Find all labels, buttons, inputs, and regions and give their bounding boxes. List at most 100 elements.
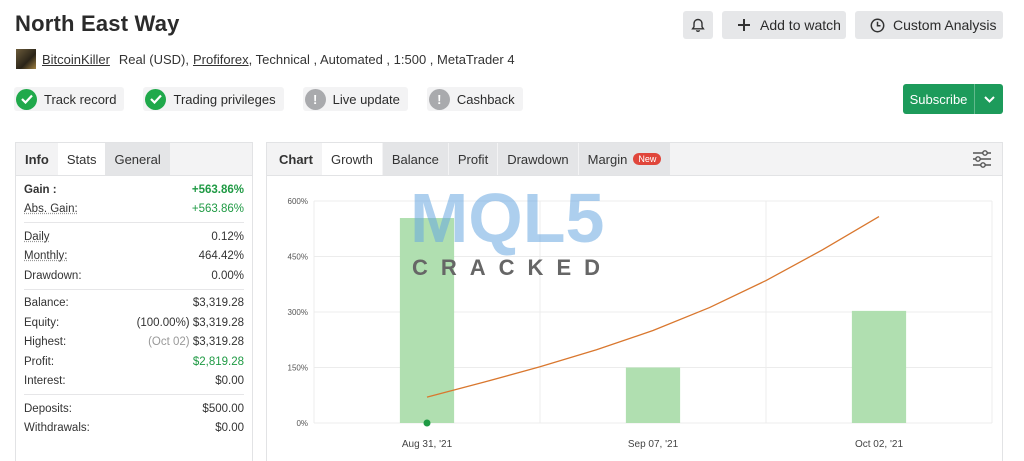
plus-icon (736, 17, 752, 33)
badge-cashback[interactable]: ! Cashback (426, 87, 523, 111)
chart-bar (399, 218, 455, 423)
subscribe-button[interactable]: Subscribe (903, 84, 1003, 114)
stat-drawdown: Drawdown: 0.00% (24, 266, 244, 286)
check-icon (145, 88, 167, 110)
x-tick-label: Oct 02, '21 (855, 439, 903, 450)
stat-value: 0.00% (211, 269, 244, 282)
x-tick-label: Sep 07, '21 (628, 439, 679, 450)
stat-value: (100.00%) $3,319.28 (137, 317, 244, 329)
stat-value: (Oct 02) $3,319.28 (148, 336, 244, 348)
badge-label: Cashback (456, 91, 515, 107)
exclamation-icon: ! (428, 88, 450, 110)
new-badge: New (633, 153, 662, 165)
stat-deposits: Deposits: $500.00 (24, 399, 244, 419)
start-point-marker (423, 419, 431, 427)
y-tick-label: 150% (288, 364, 308, 373)
signal-meta: BitcoinKiller Real (USD), Profiforex , T… (16, 49, 515, 69)
highest-date: (Oct 02) (148, 336, 190, 349)
watermark-mql: MQL5 (410, 180, 604, 257)
growth-chart: 0% 150% 300% 450% 600% Aug 31, '21 Sep 07, '21… (288, 197, 993, 450)
author-link[interactable]: BitcoinKiller (42, 51, 110, 67)
broker-link[interactable]: Profiforex (193, 51, 249, 67)
notify-button[interactable] (683, 11, 713, 39)
stat-label: Interest: (24, 375, 66, 388)
stat-value: $0.00 (215, 375, 244, 388)
stat-label: Gain : (24, 183, 57, 196)
stat-value: 0.12% (211, 230, 244, 243)
chart-bar (851, 310, 907, 423)
add-to-watch-button[interactable]: Add to watch (722, 11, 846, 39)
badges: Track record Trading privileges ! Live u… (14, 87, 542, 111)
stat-highest: Highest: (Oct 02) $3,319.28 (24, 333, 244, 353)
stat-value: $0.00 (215, 422, 244, 435)
chevron-down-icon[interactable] (975, 84, 1003, 114)
stat-value: $2,819.28 (192, 355, 244, 368)
x-tick-label: Aug 31, '21 (402, 439, 453, 450)
account-type: Real (USD), (118, 51, 189, 67)
equity-amount: $3,319.28 (192, 316, 244, 329)
y-tick-label: 450% (288, 253, 308, 262)
chart-bar (625, 367, 681, 423)
stat-label: Daily (24, 230, 50, 243)
stat-label: Drawdown: (24, 269, 82, 282)
stat-label: Equity: (24, 316, 60, 329)
exclamation-icon: ! (304, 88, 326, 110)
stat-label: Deposits: (24, 402, 72, 415)
badge-label: Live update (332, 91, 400, 107)
custom-analysis-label: Custom Analysis (893, 17, 997, 33)
settings-sliders-icon[interactable] (972, 150, 992, 168)
add-to-watch-label: Add to watch (760, 17, 841, 33)
stat-label: Abs. Gain: (24, 203, 78, 216)
badge-label: Trading privileges (173, 91, 276, 107)
stat-abs-gain: Abs. Gain: +563.86% (24, 200, 244, 220)
tab-chart[interactable]: Chart (279, 151, 313, 167)
stat-label: Highest: (24, 336, 67, 349)
stat-value: +563.86% (191, 183, 244, 196)
custom-analysis-button[interactable]: Custom Analysis (855, 11, 1003, 39)
stat-label: Profit: (24, 355, 55, 368)
tab-balance[interactable]: Balance (382, 143, 448, 175)
watermark-cracked: CRACKED (412, 255, 613, 280)
avatar (16, 49, 36, 69)
stat-label: Monthly: (24, 250, 68, 263)
stat-monthly: Monthly: 464.42% (24, 247, 244, 267)
stats-tabs: Info Stats General (16, 143, 252, 176)
divider (24, 394, 244, 395)
stat-value: +563.86% (191, 203, 244, 216)
tab-info[interactable]: Info (25, 151, 49, 167)
tab-profit[interactable]: Profit (448, 143, 498, 175)
stat-interest: Interest: $0.00 (24, 372, 244, 392)
tab-growth[interactable]: Growth (321, 143, 382, 175)
stat-label: Withdrawals: (24, 422, 90, 435)
stat-gain: Gain : +563.86% (24, 180, 244, 200)
y-tick-label: 0% (296, 419, 308, 428)
badge-track-record[interactable]: Track record (14, 87, 125, 111)
page-title: North East Way (15, 11, 180, 36)
check-icon (16, 88, 37, 110)
divider (24, 222, 244, 223)
badge-trading-privileges[interactable]: Trading privileges (143, 87, 284, 111)
subscribe-label[interactable]: Subscribe (903, 84, 975, 114)
divider (24, 288, 244, 290)
highest-amount: $3,319.28 (192, 336, 244, 349)
bell-icon (691, 18, 705, 32)
tab-general[interactable]: General (105, 143, 170, 175)
badge-live-update[interactable]: ! Live update (302, 87, 408, 111)
growth-line (426, 215, 880, 398)
tab-margin[interactable]: Margin New (578, 143, 671, 175)
y-tick-label: 300% (288, 308, 308, 317)
chart-tabs: Chart Growth Balance Profit Drawdown Mar… (267, 143, 1002, 176)
stat-value: $500.00 (202, 402, 244, 415)
clock-icon (869, 17, 885, 33)
stat-withdrawals: Withdrawals: $0.00 (24, 419, 244, 439)
meta-details: , Technical , Automated , 1:500 , MetaTr… (248, 51, 515, 67)
badge-label: Track record (44, 91, 117, 107)
stat-profit: Profit: $2,819.28 (24, 352, 244, 372)
tab-margin-label: Margin (587, 151, 628, 167)
equity-percent: (100.00%) (136, 316, 190, 329)
stat-value: 464.42% (198, 250, 244, 263)
tab-drawdown[interactable]: Drawdown (498, 143, 578, 175)
stat-balance: Balance: $3,319.28 (24, 294, 244, 314)
stat-value: $3,319.28 (192, 297, 244, 310)
tab-stats[interactable]: Stats (57, 143, 106, 175)
